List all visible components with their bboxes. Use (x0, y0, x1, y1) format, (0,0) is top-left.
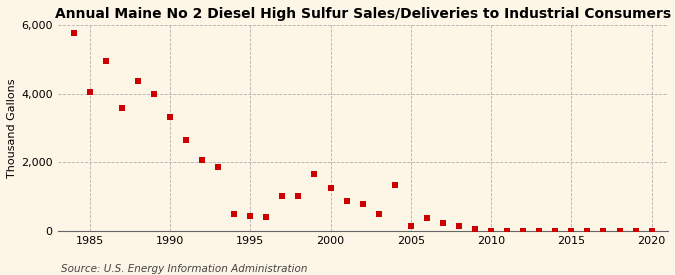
Point (502, 229, 512, 233)
Point (309, 172, 320, 176)
Title: Annual Maine No 2 Diesel High Sulfur Sales/Deliveries to Industrial Consumers: Annual Maine No 2 Diesel High Sulfur Sal… (55, 7, 671, 21)
Point (325, 186, 336, 190)
Y-axis label: Thousand Gallons: Thousand Gallons (7, 78, 17, 178)
Point (486, 228, 497, 233)
Point (196, 158, 207, 162)
Point (148, 92, 159, 96)
Point (534, 229, 545, 233)
Point (84, 90, 95, 94)
Point (101, 59, 111, 63)
Point (582, 229, 593, 233)
Point (165, 115, 176, 119)
Point (245, 214, 256, 219)
Point (357, 202, 368, 206)
Point (181, 138, 192, 143)
Point (116, 106, 127, 110)
Point (229, 212, 240, 216)
Point (598, 229, 609, 233)
Point (437, 221, 448, 225)
Point (389, 183, 400, 187)
Point (470, 227, 481, 231)
Point (646, 229, 657, 233)
Point (550, 229, 561, 233)
Point (630, 229, 641, 233)
Point (406, 224, 416, 228)
Point (373, 211, 384, 216)
Text: Source: U.S. Energy Information Administration: Source: U.S. Energy Information Administ… (61, 264, 307, 274)
Point (614, 229, 625, 233)
Point (132, 78, 143, 83)
Point (277, 194, 288, 198)
Point (421, 216, 432, 220)
Point (566, 229, 576, 233)
Point (68, 31, 79, 36)
Point (293, 194, 304, 199)
Point (518, 229, 529, 233)
Point (341, 199, 352, 204)
Point (213, 165, 223, 169)
Point (261, 214, 272, 219)
Point (454, 224, 464, 228)
